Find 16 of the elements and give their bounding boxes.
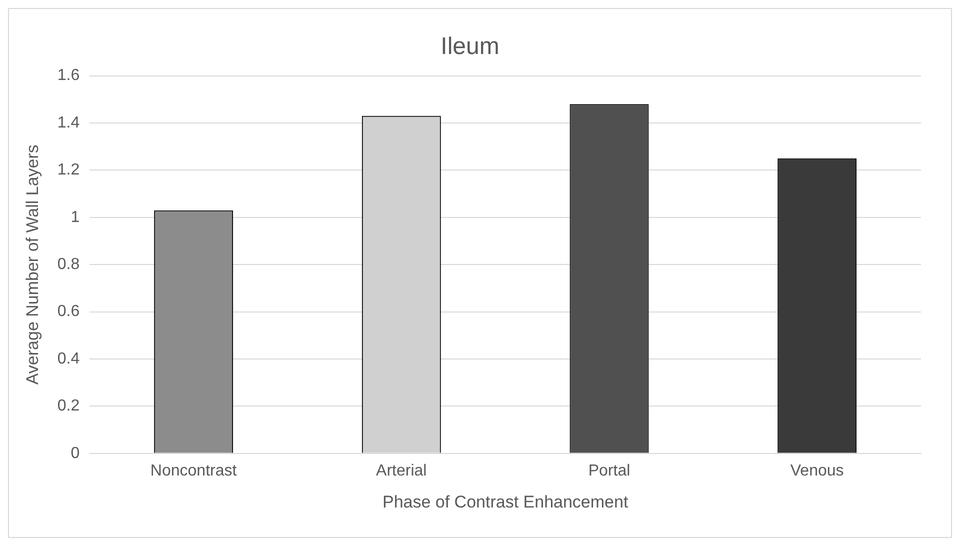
y-tick-label: 0.2 [57, 398, 80, 415]
y-tick-label: 0.6 [57, 303, 80, 320]
y-axis-title: Average Number of Wall Layers [22, 144, 42, 385]
chart-title: Ileum [440, 33, 500, 60]
x-tick-label: Noncontrast [150, 462, 238, 480]
y-tick-label: 1.2 [57, 162, 80, 179]
y-tick-label: 0.4 [57, 350, 80, 368]
x-tick-label: Portal [588, 462, 630, 480]
y-tick-label: 1.6 [57, 67, 80, 84]
x-tick-label: Venous [790, 462, 844, 480]
x-axis-title: Phase of Contrast Enhancement [382, 492, 628, 512]
y-tick-label: 0 [70, 444, 80, 462]
y-tick-label: 0.8 [57, 256, 80, 274]
y-tick-label: 1 [70, 208, 80, 226]
y-tick-label: 1.4 [57, 114, 80, 132]
x-tick-label: Arterial [376, 462, 427, 480]
